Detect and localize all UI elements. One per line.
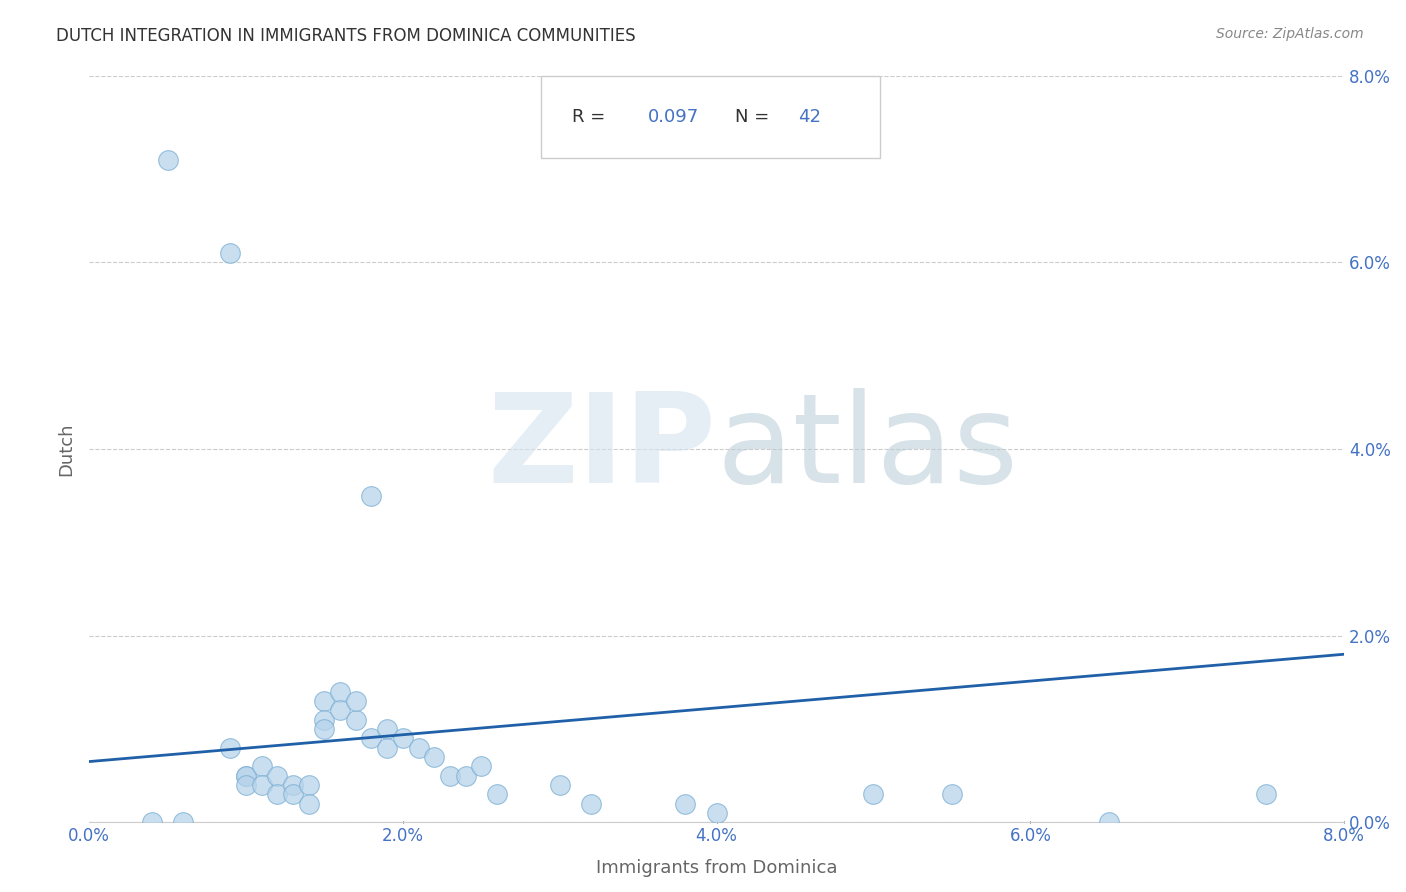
Text: N =: N = xyxy=(735,108,776,126)
Point xyxy=(235,778,257,792)
Text: atlas: atlas xyxy=(717,388,1019,509)
Point xyxy=(314,713,336,727)
Point xyxy=(392,731,415,746)
Point xyxy=(219,245,242,260)
Point xyxy=(141,815,163,830)
Point xyxy=(156,153,179,167)
Point xyxy=(235,768,257,782)
Point xyxy=(281,787,304,801)
Point xyxy=(360,731,382,746)
Point xyxy=(470,759,492,773)
Text: ZIP: ZIP xyxy=(488,388,717,509)
Point xyxy=(423,750,446,764)
Point xyxy=(548,778,571,792)
Point xyxy=(706,805,728,820)
Text: DUTCH INTEGRATION IN IMMIGRANTS FROM DOMINICA COMMUNITIES: DUTCH INTEGRATION IN IMMIGRANTS FROM DOM… xyxy=(56,27,636,45)
Point xyxy=(172,815,194,830)
Point xyxy=(375,722,398,736)
Point xyxy=(314,694,336,708)
Text: 42: 42 xyxy=(799,108,821,126)
Point xyxy=(329,703,352,717)
Y-axis label: Dutch: Dutch xyxy=(58,422,75,475)
Point xyxy=(375,740,398,755)
Point xyxy=(266,787,288,801)
Point xyxy=(454,768,477,782)
Point xyxy=(344,713,367,727)
Point xyxy=(941,787,963,801)
FancyBboxPatch shape xyxy=(541,76,880,158)
Point xyxy=(439,768,461,782)
Point xyxy=(344,694,367,708)
Point xyxy=(266,768,288,782)
Point xyxy=(250,759,273,773)
Point xyxy=(360,489,382,503)
Point xyxy=(219,740,242,755)
Text: R =: R = xyxy=(572,108,612,126)
Point xyxy=(250,778,273,792)
Point xyxy=(329,684,352,698)
X-axis label: Immigrants from Dominica: Immigrants from Dominica xyxy=(596,859,838,877)
Point xyxy=(485,787,508,801)
Point xyxy=(314,722,336,736)
Point xyxy=(1098,815,1121,830)
Point xyxy=(579,797,602,811)
Text: Source: ZipAtlas.com: Source: ZipAtlas.com xyxy=(1216,27,1364,41)
Point xyxy=(1254,787,1277,801)
Point xyxy=(862,787,884,801)
Point xyxy=(235,768,257,782)
Point xyxy=(298,778,321,792)
Text: 0.097: 0.097 xyxy=(648,108,699,126)
Point xyxy=(281,778,304,792)
Point xyxy=(298,797,321,811)
Point xyxy=(408,740,430,755)
Point xyxy=(673,797,696,811)
